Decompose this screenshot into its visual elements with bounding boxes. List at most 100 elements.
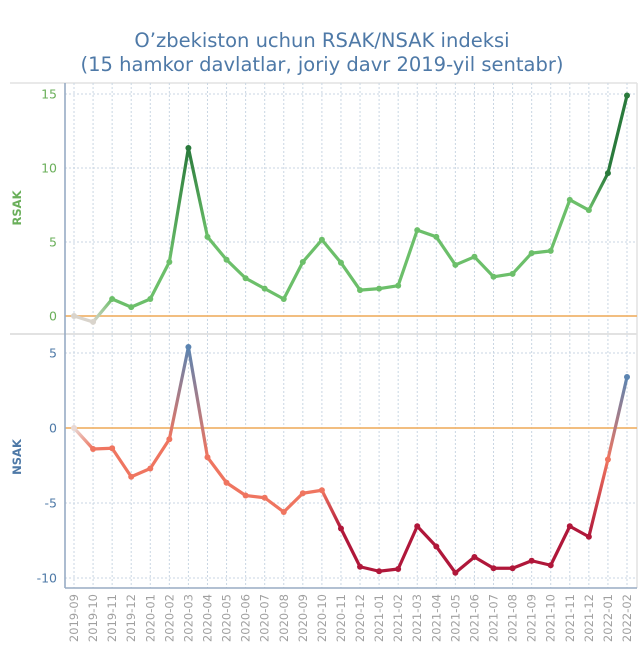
nsak-line-segment — [110, 446, 133, 479]
rsak-data-point — [585, 207, 592, 214]
nsak-data-point — [128, 473, 135, 480]
x-tick-label: 2021-05 — [448, 594, 462, 642]
nsak-line-segment — [263, 496, 286, 514]
nsak-line-segment — [282, 491, 305, 514]
rsak-data-point — [395, 282, 402, 289]
rsak-data-point — [90, 318, 97, 325]
x-tick-label: 2020-08 — [277, 594, 291, 642]
rsak-line-segment — [415, 228, 438, 239]
rsak-data-point — [261, 285, 268, 292]
rsak-data-point — [166, 258, 173, 265]
nsak-data-point — [395, 566, 402, 572]
nsak-y-tick-label: 0 — [49, 421, 57, 436]
nsak-data-point — [223, 479, 230, 486]
rsak-line-segment — [205, 235, 229, 262]
rsak-data-point — [128, 304, 135, 311]
x-tick-label: 2020-11 — [334, 594, 348, 642]
rsak-line-segment — [530, 249, 553, 255]
x-tick-label: 2020-05 — [220, 594, 234, 642]
rsak-data-point — [71, 313, 77, 319]
rsak-data-point — [509, 270, 516, 277]
rsak-data-point — [414, 227, 421, 234]
x-tick-label: 2019-09 — [67, 594, 81, 642]
nsak-line-segment — [587, 457, 610, 539]
x-tick-label: 2021-03 — [410, 594, 424, 642]
x-tick-label: 2020-06 — [239, 594, 253, 642]
x-tick-label: 2021-04 — [429, 594, 443, 642]
nsak-data-point — [299, 490, 306, 497]
nsak-line-segment — [606, 375, 629, 462]
x-tick-label: 2020-12 — [353, 594, 367, 642]
nsak-data-point — [357, 563, 364, 570]
nsak-data-point — [280, 509, 287, 515]
zero-reference-lines — [65, 315, 637, 429]
rsak-data-point — [337, 259, 344, 266]
nsak-axis-title: NSAK — [10, 438, 24, 475]
nsak-line-segment — [205, 455, 229, 485]
nsak-line-segment — [72, 426, 95, 451]
rsak-data-point — [280, 295, 287, 302]
rsak-data-point — [547, 247, 554, 254]
nsak-data-point — [147, 465, 154, 472]
rsak-data-point — [433, 233, 440, 240]
rsak-data-point — [604, 170, 611, 177]
series-lines — [72, 93, 629, 575]
rsak-line-segment — [320, 238, 343, 265]
axes — [64, 83, 637, 589]
nsak-data-point — [452, 569, 459, 576]
rsak-line-segment — [72, 314, 95, 324]
nsak-data-point — [509, 565, 516, 572]
x-tick-label: 2021-12 — [582, 594, 596, 642]
x-tick-label: 2020-01 — [143, 594, 157, 642]
rsak-data-point — [318, 236, 325, 243]
nsak-line-segment — [472, 555, 496, 570]
rsak-y-tick-label: 15 — [41, 87, 57, 102]
nsak-data-point — [90, 446, 97, 452]
nsak-line-segment — [224, 481, 248, 498]
rsak-line-segment — [358, 287, 381, 292]
nsak-line-segment — [396, 524, 419, 571]
x-tick-label: 2021-07 — [487, 594, 501, 642]
nsak-line-segment — [510, 559, 534, 570]
nsak-data-point — [604, 456, 611, 463]
series-points — [71, 92, 630, 576]
x-tick-label: 2020-07 — [258, 594, 272, 642]
nsak-line-segment — [358, 565, 381, 573]
nsak-data-point — [204, 454, 211, 461]
nsak-data-point — [471, 554, 478, 560]
rsak-data-point — [624, 92, 630, 99]
nsak-line-segment — [320, 488, 343, 531]
nsak-line-segment — [339, 526, 362, 569]
x-tick-label: 2019-12 — [124, 594, 138, 642]
nsak-data-point — [433, 543, 440, 550]
nsak-data-point — [166, 436, 173, 443]
chart-title-line-1: O’zbekiston uchun RSAK/NSAK indeksi — [134, 29, 510, 52]
gridlines — [65, 83, 637, 588]
rsak-line-segment — [282, 260, 305, 301]
nsak-line-segment — [453, 555, 477, 575]
nsak-y-tick-label: -5 — [45, 496, 57, 511]
nsak-y-tick-label: -10 — [37, 571, 57, 586]
x-tick-label: 2020-10 — [315, 594, 329, 642]
nsak-data-point — [547, 562, 554, 569]
rsak-line-segment — [510, 251, 534, 276]
nsak-line-segment — [148, 437, 171, 471]
rsak-data-point — [109, 295, 116, 302]
rsak-line-segment — [491, 272, 515, 279]
nsak-line-segment — [91, 446, 114, 451]
nsak-line-segment — [129, 466, 152, 479]
x-tick-label: 2019-11 — [105, 594, 119, 642]
nsak-data-point — [376, 568, 383, 575]
rsak-line-segment — [110, 297, 133, 309]
axis-labels: 0 5 10 15 RSAK -10 -5 0 5 NSAK 2019-09 2019-10 2019-… — [10, 87, 634, 643]
rsak-y-tick-label: 5 — [49, 235, 57, 250]
rsak-data-point — [357, 287, 364, 294]
rsak-line-segment — [587, 171, 610, 212]
nsak-data-point — [566, 523, 573, 530]
nsak-line-segment — [434, 544, 457, 575]
nsak-data-point — [242, 492, 249, 499]
rsak-data-point — [223, 256, 230, 263]
chart-title-line-2: (15 hamkor davlatlar, joriy davr 2019-yi… — [80, 53, 564, 76]
rsak-data-point — [471, 253, 478, 260]
